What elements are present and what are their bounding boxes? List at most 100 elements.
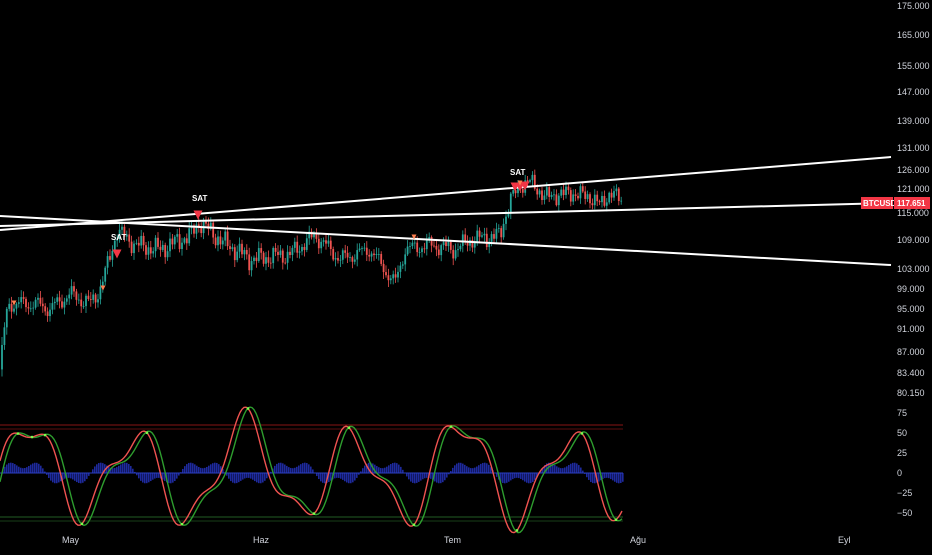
- candle-body[interactable]: [371, 254, 373, 257]
- candle-body[interactable]: [28, 307, 30, 308]
- candle-body[interactable]: [270, 263, 272, 264]
- candle-body[interactable]: [167, 251, 169, 257]
- candle-body[interactable]: [25, 299, 27, 307]
- candle-body[interactable]: [479, 231, 481, 237]
- candle-body[interactable]: [181, 243, 183, 249]
- candle-body[interactable]: [390, 278, 392, 280]
- candle-body[interactable]: [400, 266, 402, 272]
- candle-body[interactable]: [347, 253, 349, 258]
- candle-body[interactable]: [378, 254, 380, 255]
- candle-body[interactable]: [169, 239, 171, 252]
- candle-body[interactable]: [361, 248, 363, 249]
- candle-body[interactable]: [457, 249, 459, 250]
- candle-body[interactable]: [114, 241, 116, 251]
- candle-body[interactable]: [431, 237, 433, 246]
- candle-body[interactable]: [462, 234, 464, 245]
- candle-body[interactable]: [424, 248, 426, 249]
- candle-body[interactable]: [229, 246, 231, 249]
- candle-body[interactable]: [284, 263, 286, 264]
- candle-body[interactable]: [236, 252, 238, 260]
- candle-body[interactable]: [1, 345, 3, 369]
- candle-body[interactable]: [368, 255, 370, 257]
- candle-body[interactable]: [395, 274, 397, 277]
- candle-body[interactable]: [280, 251, 282, 255]
- candle-body[interactable]: [253, 258, 255, 261]
- candle-body[interactable]: [40, 298, 42, 304]
- candle-body[interactable]: [133, 244, 135, 253]
- candle-body[interactable]: [325, 240, 327, 243]
- candle-body[interactable]: [409, 246, 411, 247]
- candle-body[interactable]: [522, 189, 524, 193]
- candle-body[interactable]: [556, 194, 558, 205]
- candle-body[interactable]: [539, 190, 541, 194]
- candle-body[interactable]: [179, 234, 181, 249]
- candle-body[interactable]: [330, 241, 332, 249]
- candle-body[interactable]: [450, 242, 452, 250]
- candle-body[interactable]: [544, 196, 546, 200]
- candle-body[interactable]: [385, 272, 387, 275]
- candle-body[interactable]: [150, 247, 152, 253]
- candle-body[interactable]: [128, 234, 130, 241]
- candle-body[interactable]: [443, 242, 445, 245]
- candle-body[interactable]: [217, 236, 219, 245]
- candle-body[interactable]: [186, 238, 188, 243]
- candle-body[interactable]: [78, 300, 80, 301]
- candle-body[interactable]: [464, 234, 466, 241]
- candle-body[interactable]: [551, 195, 553, 197]
- candle-body[interactable]: [364, 248, 366, 249]
- candle-body[interactable]: [620, 201, 622, 202]
- candle-body[interactable]: [575, 194, 577, 196]
- candle-body[interactable]: [172, 239, 174, 245]
- candle-body[interactable]: [388, 275, 390, 280]
- candle-body[interactable]: [292, 248, 294, 255]
- candle-body[interactable]: [260, 248, 262, 253]
- candle-body[interactable]: [44, 306, 46, 311]
- candle-body[interactable]: [448, 242, 450, 246]
- candle-body[interactable]: [532, 175, 534, 180]
- candle-body[interactable]: [215, 238, 217, 246]
- candle-body[interactable]: [476, 231, 478, 243]
- candle-body[interactable]: [601, 196, 603, 202]
- candle-body[interactable]: [88, 296, 90, 299]
- candle-body[interactable]: [481, 235, 483, 236]
- candle-body[interactable]: [505, 217, 507, 224]
- candle-body[interactable]: [248, 254, 250, 270]
- candle-body[interactable]: [592, 203, 594, 205]
- candle-body[interactable]: [76, 291, 78, 299]
- candle-body[interactable]: [83, 306, 85, 307]
- candle-body[interactable]: [66, 298, 68, 301]
- candle-body[interactable]: [184, 238, 186, 242]
- candle-body[interactable]: [580, 186, 582, 198]
- candle-body[interactable]: [498, 228, 500, 229]
- candle-body[interactable]: [138, 243, 140, 246]
- candle-body[interactable]: [54, 302, 56, 303]
- candle-body[interactable]: [265, 257, 267, 264]
- candle-body[interactable]: [484, 234, 486, 236]
- candle-body[interactable]: [30, 308, 32, 309]
- candle-body[interactable]: [356, 250, 358, 259]
- candle-body[interactable]: [143, 236, 145, 245]
- candle-body[interactable]: [340, 260, 342, 261]
- candle-body[interactable]: [90, 299, 92, 300]
- candle-body[interactable]: [419, 252, 421, 253]
- candle-body[interactable]: [107, 256, 109, 268]
- candle-body[interactable]: [162, 245, 164, 250]
- candle-body[interactable]: [536, 189, 538, 195]
- candle-body[interactable]: [294, 242, 296, 248]
- candle-body[interactable]: [109, 256, 111, 260]
- candle-body[interactable]: [541, 190, 543, 200]
- candle-body[interactable]: [85, 296, 87, 306]
- candle-body[interactable]: [80, 300, 82, 307]
- candle-body[interactable]: [563, 190, 565, 195]
- candle-body[interactable]: [11, 304, 13, 312]
- candle-body[interactable]: [224, 231, 226, 240]
- candle-body[interactable]: [354, 259, 356, 261]
- candle-body[interactable]: [157, 238, 159, 247]
- candle-body[interactable]: [68, 295, 70, 299]
- candle-body[interactable]: [112, 251, 114, 260]
- candle-body[interactable]: [263, 253, 265, 264]
- candle-body[interactable]: [510, 194, 512, 213]
- candle-body[interactable]: [438, 249, 440, 255]
- candle-body[interactable]: [587, 194, 589, 199]
